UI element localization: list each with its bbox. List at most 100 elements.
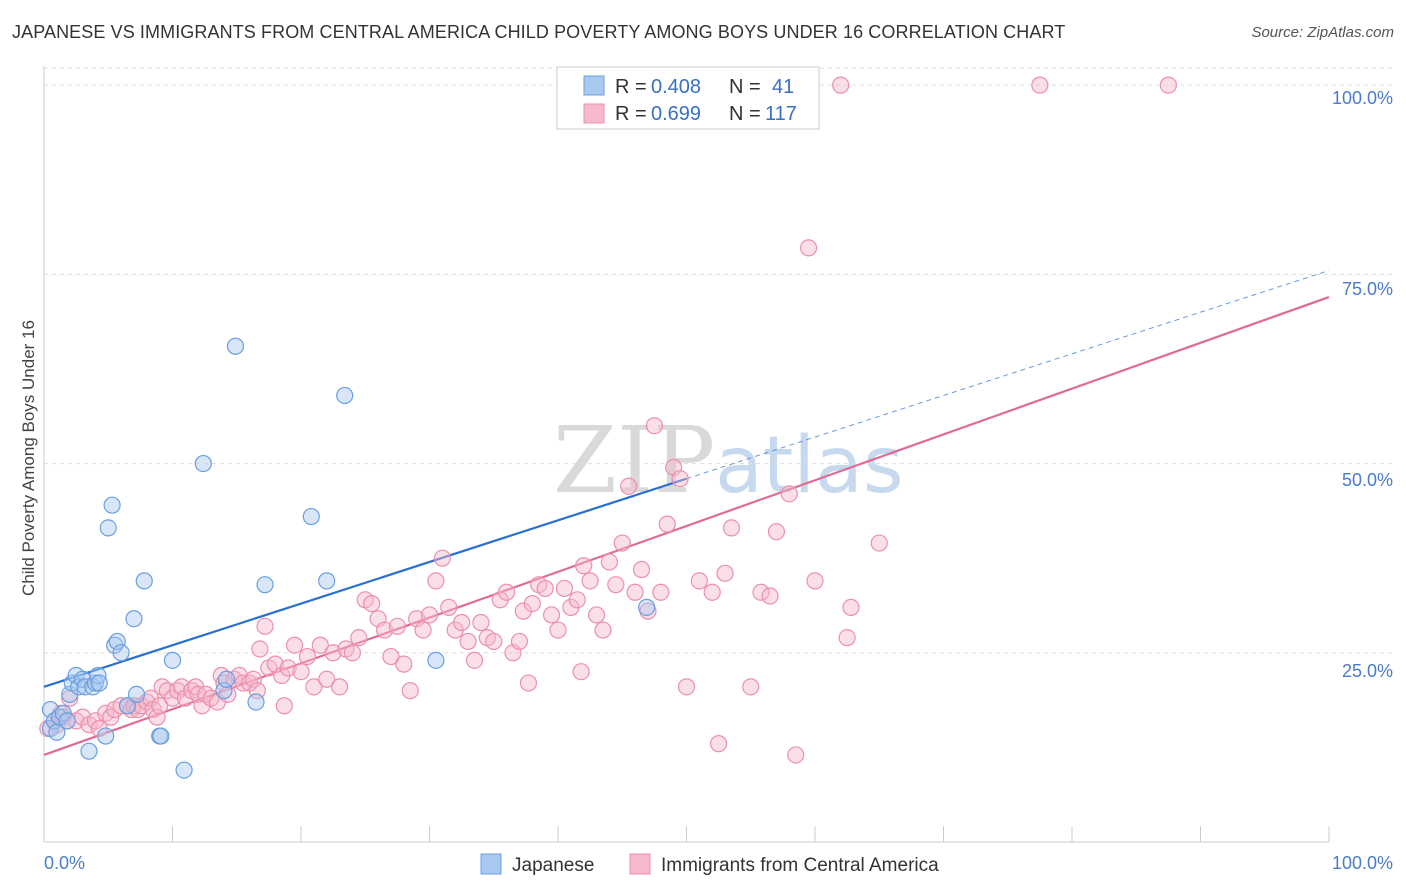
point-immigrants	[401, 682, 419, 700]
point-immigrants	[752, 583, 770, 601]
point-immigrants	[542, 606, 561, 624]
point-immigrants	[555, 579, 574, 598]
point-immigrants	[645, 417, 663, 435]
point-immigrants	[465, 651, 484, 669]
point-immigrants	[806, 572, 824, 590]
point-immigrants	[870, 534, 888, 552]
point-japanese	[256, 576, 274, 594]
point-immigrants	[677, 678, 696, 696]
point-japanese	[302, 507, 320, 526]
x-tick-label-min: 0.0%	[44, 853, 85, 873]
bottom-legend-label-immigrants: Immigrants from Central America	[661, 855, 939, 876]
point-japanese	[58, 712, 76, 730]
point-japanese	[135, 572, 153, 590]
point-japanese	[318, 572, 336, 590]
point-immigrants	[498, 583, 516, 601]
point-immigrants	[626, 583, 644, 601]
data-points	[39, 76, 1177, 779]
point-japanese	[127, 685, 146, 704]
source-credit: Source: ZipAtlas.com	[1251, 24, 1394, 41]
point-immigrants	[742, 678, 760, 696]
point-japanese	[152, 727, 170, 745]
legend-r-label-japanese: R =	[615, 76, 647, 98]
point-immigrants	[427, 572, 445, 590]
bottom-legend-swatch-japanese	[480, 853, 502, 875]
axes	[43, 66, 1330, 843]
point-japanese	[108, 632, 126, 651]
point-immigrants	[832, 76, 850, 94]
point-immigrants	[787, 746, 805, 764]
point-japanese	[247, 693, 265, 711]
legend-n-label-japanese: N =	[729, 76, 761, 98]
point-immigrants	[298, 647, 317, 666]
point-japanese	[90, 674, 108, 692]
y-tick-label-100: 100.0%	[1332, 88, 1393, 108]
watermark-zip: ZIP	[553, 407, 715, 514]
point-immigrants	[575, 557, 593, 575]
point-immigrants	[244, 670, 263, 688]
y-tick-label-50: 50.0%	[1342, 470, 1393, 490]
y-axis-label: Child Poverty Among Boys Under 16	[19, 320, 38, 596]
point-immigrants	[710, 735, 728, 753]
point-immigrants	[842, 598, 860, 616]
point-japanese	[118, 697, 137, 715]
point-immigrants	[613, 534, 631, 552]
grid-lines	[44, 67, 1393, 654]
legend-swatch-immigrants	[583, 103, 605, 124]
point-immigrants	[607, 576, 625, 594]
point-immigrants	[172, 678, 191, 696]
point-immigrants	[1031, 76, 1049, 94]
point-immigrants	[722, 519, 741, 537]
point-immigrants	[350, 629, 368, 647]
point-japanese	[163, 651, 182, 669]
point-japanese	[194, 454, 212, 473]
point-immigrants	[632, 560, 651, 579]
point-immigrants	[305, 678, 323, 696]
series-legend: Japanese Immigrants from Central America	[480, 853, 939, 876]
point-immigrants	[472, 613, 490, 632]
point-immigrants	[375, 621, 394, 639]
point-immigrants	[716, 564, 734, 582]
point-immigrants	[523, 594, 541, 613]
point-immigrants	[568, 591, 586, 609]
trend-line-japanese-extension	[686, 270, 1330, 480]
point-immigrants	[549, 621, 567, 639]
point-immigrants	[485, 632, 503, 651]
point-immigrants	[767, 523, 786, 541]
legend-swatch-japanese	[583, 75, 605, 96]
point-japanese	[103, 496, 121, 514]
point-japanese	[427, 651, 445, 669]
point-immigrants	[459, 632, 477, 651]
legend-r-label-immigrants: R =	[615, 103, 647, 125]
point-immigrants	[453, 613, 471, 632]
point-immigrants	[652, 583, 670, 601]
point-immigrants	[112, 697, 130, 715]
legend-n-label-immigrants: N =	[729, 103, 761, 125]
correlation-legend: R = 0.408 N = 41 R = 0.699 N = 117	[556, 66, 820, 130]
bottom-legend-swatch-immigrants	[629, 853, 651, 875]
point-immigrants	[324, 644, 342, 662]
point-immigrants	[279, 659, 297, 677]
point-japanese	[97, 727, 115, 745]
point-immigrants	[620, 477, 638, 495]
point-immigrants	[581, 572, 599, 590]
point-immigrants	[151, 697, 169, 715]
point-immigrants	[780, 485, 798, 503]
point-immigrants	[690, 572, 708, 590]
point-immigrants	[1159, 76, 1177, 94]
bottom-legend-label-japanese: Japanese	[512, 855, 594, 876]
legend-r-value-japanese: 0.408	[651, 76, 701, 98]
point-japanese	[125, 610, 143, 628]
point-japanese	[336, 386, 354, 405]
point-immigrants	[838, 629, 856, 647]
point-immigrants	[703, 583, 721, 601]
point-immigrants	[234, 674, 252, 692]
point-immigrants	[536, 579, 554, 598]
point-immigrants	[658, 515, 676, 533]
chart-title: JAPANESE VS IMMIGRANTS FROM CENTRAL AMER…	[12, 22, 1066, 42]
y-tick-labels: 25.0% 50.0% 75.0% 100.0%	[1332, 88, 1393, 681]
point-immigrants	[330, 678, 349, 696]
point-immigrants	[256, 617, 274, 635]
point-immigrants	[251, 640, 269, 658]
